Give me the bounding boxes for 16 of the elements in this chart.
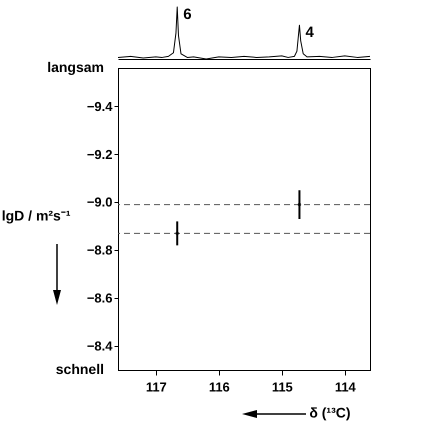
x-tick-label: 116 — [208, 380, 230, 394]
annotation: 4 — [305, 24, 314, 42]
y-tick-label: −8.8 — [86, 242, 112, 258]
x-tick-label: 117 — [146, 380, 167, 394]
text: schnell — [56, 361, 104, 377]
text: langsam — [47, 59, 104, 75]
x-tick-label: 115 — [272, 380, 293, 394]
y-tick-label: −9.2 — [86, 146, 112, 162]
y-tick-label: −8.4 — [86, 338, 114, 354]
y-tick-label: −9.4 — [86, 98, 114, 114]
x-tick-label: 114 — [334, 380, 357, 394]
y-axis-title: lgD / m²s⁻¹ — [2, 208, 71, 224]
annotation: 6 — [183, 6, 192, 23]
x-axis-title: δ (¹³C) — [309, 404, 350, 420]
y-tick-label: −9.0 — [86, 194, 112, 210]
y-tick-label: −8.6 — [86, 290, 112, 306]
